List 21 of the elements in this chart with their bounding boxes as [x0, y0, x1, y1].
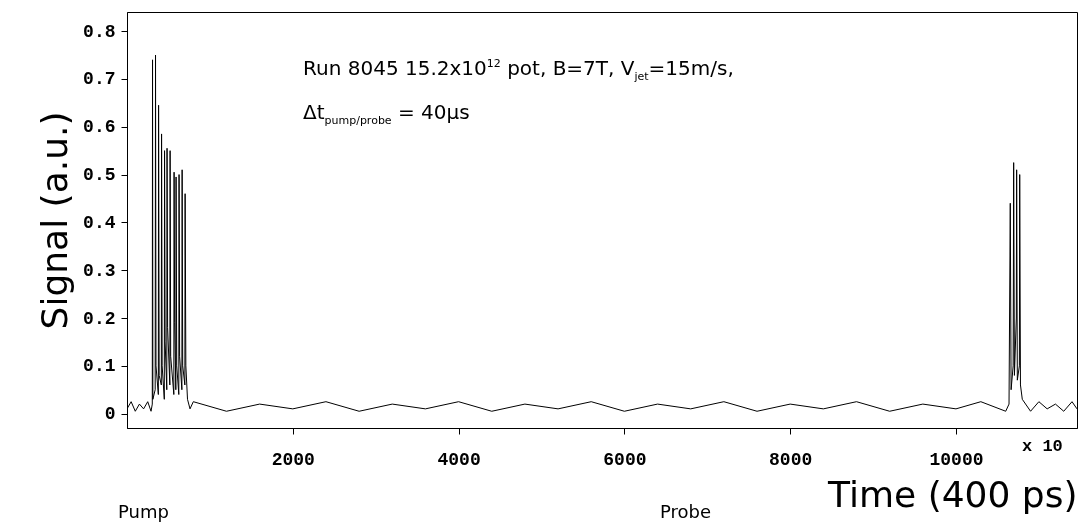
- y-tick-label: 0.1: [83, 356, 116, 377]
- text: x 10: [1022, 437, 1063, 456]
- y-tick-label: 0.3: [83, 260, 116, 281]
- annotation: Run 8045 15.2x10$^{12}$ pot, B=7T, V$_{jet}$=15m/s,: [303, 56, 734, 83]
- x-tick-label: 2000: [271, 449, 315, 470]
- y-tick-label: 0.8: [83, 21, 116, 42]
- x-axis-title: Time (400 ps): [827, 473, 1078, 515]
- y-axis-title: Signal (a.u.): [34, 111, 76, 330]
- text: Probe: [660, 501, 712, 522]
- y-tick-label: 0: [104, 404, 116, 425]
- y-tick-label: 0.5: [83, 165, 116, 186]
- x-tick-label: 4000: [437, 449, 481, 470]
- annotation: Δt$_{pump/probe}$ = 40μs: [303, 100, 470, 127]
- y-tick-label: 0.4: [83, 212, 116, 233]
- y-tick-label: 0.6: [83, 117, 116, 138]
- x-tick-label: 8000: [769, 449, 813, 470]
- y-tick-label: 0.7: [83, 69, 116, 90]
- text: Pump: [118, 501, 169, 522]
- y-tick-label: 0.2: [83, 308, 116, 329]
- x-tick-label: 6000: [603, 449, 647, 470]
- x-tick-label: 10000: [929, 449, 984, 470]
